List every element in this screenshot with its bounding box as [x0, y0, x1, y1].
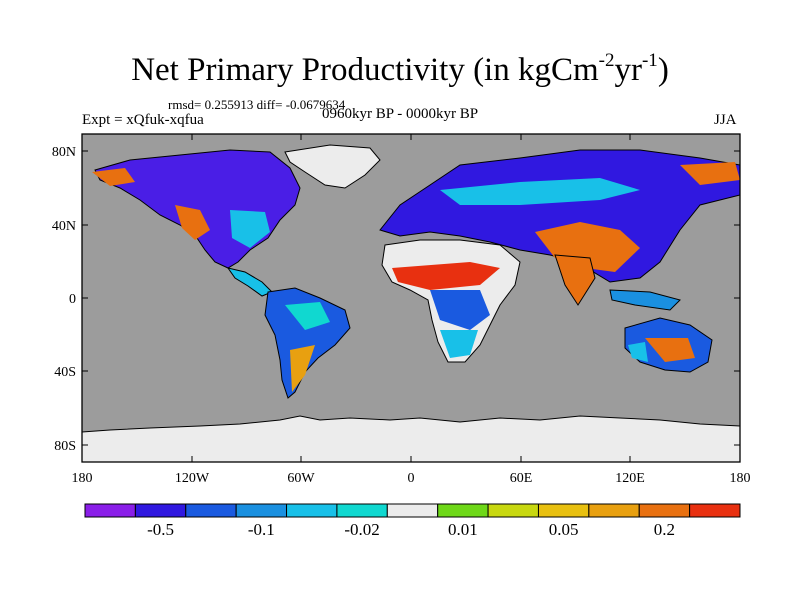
na-north-orange — [92, 168, 135, 186]
central-america — [226, 267, 273, 297]
lat-tick-label: 40N — [52, 219, 76, 234]
colorbar-swatch — [689, 503, 741, 518]
colorbar-swatch — [487, 503, 539, 518]
colorbar-swatch — [638, 503, 691, 518]
colorbar-label: -0.1 — [247, 520, 275, 539]
lon-tick-label: 180 — [72, 471, 93, 486]
experiment-label: Expt = xQfuk-xqfua — [82, 112, 204, 128]
colorbar-label: 0.05 — [548, 520, 579, 539]
season-label: JJA — [714, 112, 737, 128]
colorbar-swatch — [437, 503, 489, 518]
lat-tick-label: 40S — [54, 365, 76, 380]
colorbar-label: 0.2 — [653, 520, 676, 539]
lon-tick-label: 0 — [408, 471, 415, 486]
sa-south-orange — [290, 345, 315, 392]
stats-label: rmsd= 0.255913 diff= -0.0679634 — [168, 97, 346, 112]
lon-tick-label: 180 — [730, 471, 751, 486]
lat-tick-label: 0 — [69, 292, 76, 307]
colorbar-label: 0.01 — [448, 520, 478, 539]
lat-tick-label: 80S — [54, 439, 76, 454]
antarctica — [82, 415, 740, 462]
map-plot — [82, 134, 740, 462]
far-east-orange — [680, 162, 740, 185]
colorbar-swatch — [84, 503, 136, 518]
colorbar-swatch — [235, 503, 288, 518]
lon-tick-label: 120W — [175, 471, 210, 486]
greenland — [284, 144, 381, 189]
na-cyan-patch — [230, 210, 270, 248]
eurasia — [379, 149, 740, 283]
colorbar-swatch — [286, 503, 338, 518]
maritime-continent — [609, 289, 681, 311]
lat-tick-label: 80N — [52, 145, 76, 160]
colorbar — [84, 503, 741, 518]
sahel-orange-band — [392, 262, 500, 290]
australia-cyan-rim — [628, 342, 648, 362]
colorbar-label: -0.5 — [147, 520, 175, 539]
sa-cyan-patch — [285, 302, 330, 330]
colorbar-swatch — [336, 503, 388, 518]
longitude-ticks: 180 120W 60W 0 60E 120E 180 — [72, 134, 751, 486]
india — [554, 254, 596, 306]
colorbar-swatch — [185, 503, 237, 518]
colorbar-swatch — [134, 503, 187, 518]
colorbar-swatch — [588, 503, 640, 518]
lon-tick-label: 60E — [510, 471, 533, 486]
plot-title: Net Primary Productivity (in kgCm-2yr-1) — [131, 50, 669, 88]
southern-africa-cyan — [440, 330, 478, 358]
colorbar-swatch — [537, 503, 590, 518]
central-africa-blue — [430, 290, 490, 330]
colorbar-swatch — [386, 503, 439, 518]
latitude-ticks: 80N 40N 0 40S 80S — [52, 145, 740, 454]
lon-tick-label: 120E — [615, 471, 645, 486]
australia-orange — [645, 338, 695, 362]
period-label: 0960kyr BP - 0000kyr BP — [322, 106, 479, 122]
colorbar-label: -0.02 — [344, 520, 380, 539]
lon-tick-label: 60W — [287, 471, 315, 486]
na-west-orange — [175, 205, 210, 240]
siberia-cyan-band — [440, 178, 640, 205]
